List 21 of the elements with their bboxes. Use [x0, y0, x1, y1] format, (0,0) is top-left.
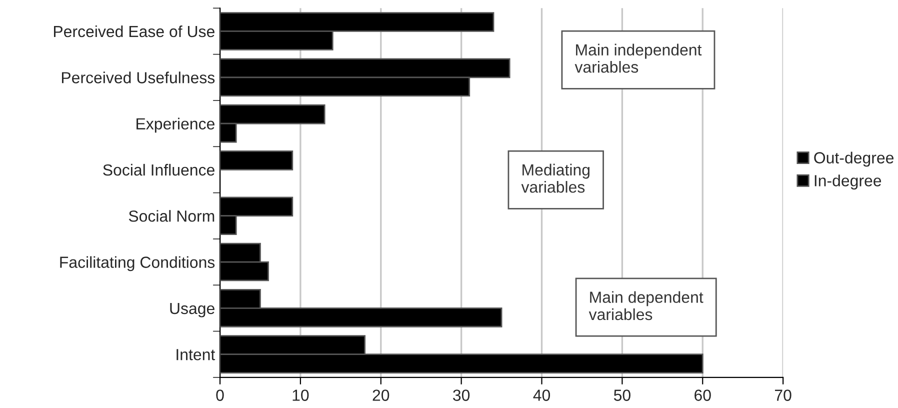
x-tick-label: 0: [216, 390, 224, 401]
y-tick-label: Intent: [176, 349, 216, 360]
y-tick-label: Facilitating Conditions: [60, 256, 215, 272]
x-tick-label: 60: [694, 390, 711, 401]
y-tick-label: Perceived Ease of Use: [54, 25, 214, 38]
annotation: Mediating variables: [521, 164, 590, 193]
y-tick-label: Social Influence: [103, 164, 214, 176]
x-tick-label: 70: [774, 390, 792, 401]
annotation: Main dependent variables: [588, 291, 704, 320]
y-tick-label: Social Norm: [128, 210, 214, 222]
x-tick-label: 10: [292, 390, 309, 401]
y-tick-label: Perceived Usefulness: [62, 72, 215, 84]
x-tick-label: 50: [614, 390, 630, 401]
legend-label: Out-degree: [814, 152, 894, 167]
y-tick-label: Usage: [170, 302, 214, 318]
x-tick-label: 40: [533, 390, 550, 401]
y-tick-label: Experience: [136, 118, 214, 133]
x-tick-label: 30: [453, 390, 470, 401]
legend-label: In-degree: [814, 174, 882, 190]
annotation: Main independent variables: [574, 44, 702, 73]
x-tick-label: 20: [372, 390, 390, 401]
